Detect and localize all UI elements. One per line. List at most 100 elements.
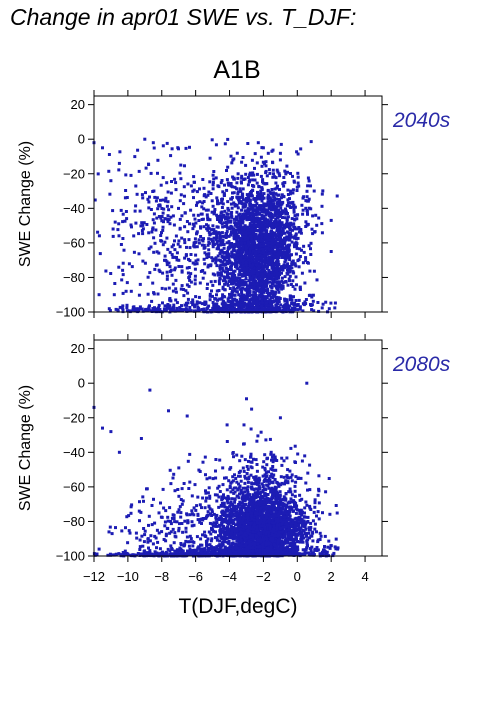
scatter-point bbox=[277, 299, 281, 303]
scatter-point bbox=[171, 308, 175, 312]
scatter-point bbox=[309, 253, 313, 256]
scatter-point bbox=[254, 233, 258, 236]
scatter-point bbox=[306, 199, 310, 203]
scatter-point bbox=[224, 263, 228, 266]
scatter-point bbox=[306, 471, 310, 475]
scatter-point bbox=[278, 245, 282, 249]
scatter-point bbox=[173, 177, 177, 181]
scatter-point bbox=[232, 271, 236, 275]
scatter-point bbox=[218, 277, 222, 280]
scatter-point bbox=[306, 212, 309, 216]
scatter-point bbox=[160, 215, 164, 218]
scatter-point bbox=[165, 260, 169, 264]
scatter-point bbox=[230, 514, 234, 518]
scatter-point bbox=[251, 249, 255, 253]
scatter-point bbox=[112, 293, 116, 297]
scatter-point bbox=[197, 219, 201, 222]
scatter-point bbox=[114, 307, 118, 311]
scatter-point bbox=[288, 487, 292, 491]
scatter-point bbox=[202, 207, 206, 211]
scatter-point bbox=[241, 187, 245, 191]
scatter-point bbox=[283, 226, 287, 230]
scatter-point bbox=[229, 211, 233, 215]
y-tick-label: 20 bbox=[71, 97, 85, 112]
scatter-point bbox=[226, 270, 229, 274]
scatter-point bbox=[267, 271, 271, 275]
scatter-point bbox=[216, 298, 219, 302]
scatter-point bbox=[271, 490, 275, 494]
scatter-point bbox=[280, 221, 284, 225]
scatter-point bbox=[285, 300, 289, 304]
scatter-point bbox=[239, 239, 242, 242]
scatter-point bbox=[262, 206, 266, 210]
scatter-point bbox=[243, 202, 247, 206]
scatter-point bbox=[178, 217, 182, 221]
scatter-point bbox=[109, 272, 113, 275]
scatter-point bbox=[193, 217, 197, 221]
scatter-point bbox=[246, 225, 250, 229]
scatter-point bbox=[271, 277, 275, 281]
scatter-point bbox=[293, 245, 296, 249]
scatter-point bbox=[252, 231, 255, 235]
scatter-point bbox=[269, 206, 272, 210]
scatter-point bbox=[247, 180, 251, 184]
scatter-point bbox=[164, 199, 167, 203]
scatter-point bbox=[253, 166, 256, 170]
scatter-point bbox=[272, 272, 276, 276]
scatter-point bbox=[111, 227, 115, 231]
scatter-point bbox=[283, 239, 287, 243]
scatter-point bbox=[261, 280, 265, 283]
scatter-point bbox=[234, 282, 238, 286]
scatter-point bbox=[177, 265, 181, 268]
scatter-point bbox=[104, 269, 108, 273]
scatter-point bbox=[274, 236, 278, 240]
scatter-point bbox=[256, 141, 260, 145]
scatter-point bbox=[226, 246, 230, 250]
scatter-point bbox=[161, 228, 165, 232]
scatter-point bbox=[316, 510, 320, 514]
scatter-point bbox=[283, 210, 286, 214]
scatter-point bbox=[129, 173, 133, 177]
scatter-point bbox=[248, 238, 252, 241]
scatter-point bbox=[253, 491, 257, 495]
scatter-point bbox=[280, 231, 284, 235]
scatter-point bbox=[152, 212, 156, 216]
scatter-point bbox=[294, 264, 298, 268]
scatter-point bbox=[156, 207, 160, 211]
scatter-point bbox=[281, 246, 285, 250]
scatter-point bbox=[229, 490, 233, 494]
scatter-point bbox=[269, 474, 273, 478]
scatter-point bbox=[232, 227, 236, 231]
scatter-point bbox=[269, 250, 273, 254]
scatter-point bbox=[300, 271, 304, 275]
scatter-point bbox=[183, 241, 187, 245]
scatter-point bbox=[223, 295, 227, 299]
scatter-point bbox=[249, 229, 253, 233]
scatter-point bbox=[259, 258, 262, 262]
scatter-point bbox=[253, 251, 257, 255]
scatter-point bbox=[180, 265, 184, 269]
scatter-point bbox=[129, 309, 133, 313]
scatter-point bbox=[221, 513, 225, 517]
scatter-point bbox=[276, 193, 280, 197]
scatter-point bbox=[153, 309, 157, 313]
scatter-point bbox=[240, 246, 244, 250]
scatter-point bbox=[243, 238, 247, 242]
scatter-point bbox=[240, 176, 244, 180]
scatter-point bbox=[249, 234, 252, 238]
scatter-point bbox=[226, 299, 230, 303]
scatter-point bbox=[174, 181, 178, 185]
scatter-point bbox=[295, 227, 299, 231]
scatter-point bbox=[290, 531, 294, 535]
scatter-point bbox=[286, 253, 290, 257]
scatter-point bbox=[281, 536, 285, 540]
scatter-point bbox=[107, 307, 111, 311]
scatter-point bbox=[183, 238, 187, 242]
scatter-point bbox=[309, 525, 313, 529]
scatter-point bbox=[273, 211, 277, 215]
scatter-point bbox=[213, 210, 216, 214]
scatter-point bbox=[263, 307, 266, 311]
scatter-point bbox=[218, 282, 221, 286]
scatter-point bbox=[329, 218, 333, 222]
scatter-point bbox=[316, 538, 320, 542]
